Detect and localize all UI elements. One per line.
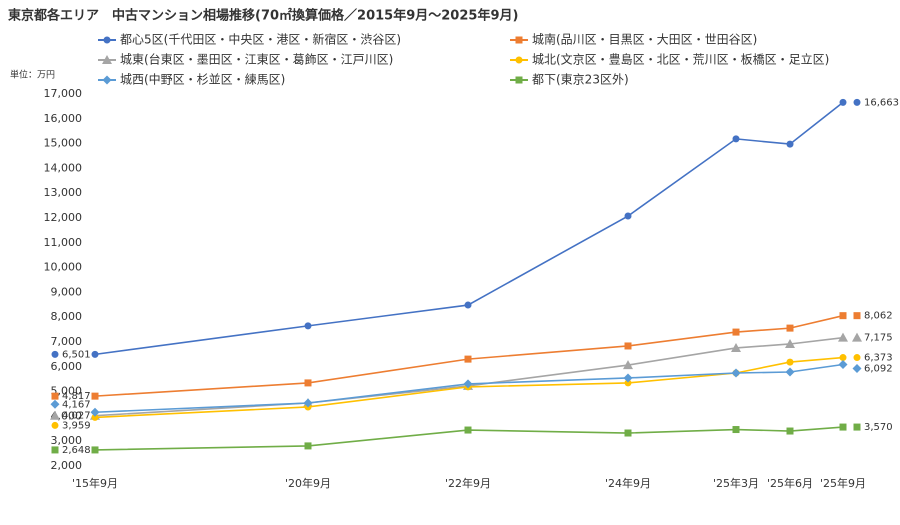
point <box>91 446 99 454</box>
point <box>839 312 847 320</box>
legend-label: 都下(東京23区外) <box>532 73 629 87</box>
point <box>91 350 99 358</box>
point <box>785 367 795 377</box>
point <box>91 392 99 400</box>
x-tick-label: '25年6月 <box>767 476 813 490</box>
x-tick-label: '20年9月 <box>285 476 331 490</box>
value-label: 7,175 <box>864 333 893 344</box>
point <box>786 427 794 435</box>
point <box>785 338 795 348</box>
legend-marker <box>515 56 523 64</box>
label-marker <box>853 312 861 320</box>
y-tick-label: 3,000 <box>51 434 83 447</box>
legend-label: 城西(中野区・杉並区・練馬区) <box>120 72 285 87</box>
point <box>732 426 740 434</box>
point <box>624 342 632 350</box>
value-label: 6,092 <box>864 364 893 375</box>
point <box>786 358 794 366</box>
label-marker <box>852 364 862 374</box>
series-line <box>94 336 844 417</box>
label-marker <box>50 399 60 409</box>
point <box>786 140 794 148</box>
point <box>839 98 847 106</box>
point <box>839 354 847 362</box>
point <box>624 379 632 387</box>
y-tick-label: 11,000 <box>44 236 83 249</box>
legend-label: 城北(文京区・豊島区・北区・荒川区・板橋区・足立区) <box>532 52 829 67</box>
legend-marker <box>515 36 523 44</box>
label-marker <box>853 98 861 106</box>
value-label: 4,167 <box>62 399 91 410</box>
point <box>91 413 99 421</box>
y-tick-label: 14,000 <box>44 161 83 174</box>
value-label: 6,501 <box>62 349 91 360</box>
label-marker <box>853 423 861 431</box>
point <box>623 373 633 383</box>
x-tick-label: '25年9月 <box>820 476 866 490</box>
y-tick-label: 7,000 <box>51 335 83 348</box>
point <box>304 379 312 387</box>
point <box>731 342 741 352</box>
point <box>838 360 848 370</box>
y-tick-label: 9,000 <box>51 285 83 298</box>
point <box>732 328 740 336</box>
value-label: 6,373 <box>864 353 893 364</box>
label-marker <box>51 350 59 358</box>
value-label: 3,959 <box>62 420 91 431</box>
label-marker <box>51 446 59 454</box>
legend-label: 城南(品川区・目黒区・大田区・世田谷区) <box>532 32 757 47</box>
value-label: 2,648 <box>62 445 91 456</box>
label-marker <box>852 332 862 342</box>
y-tick-label: 2,000 <box>51 459 83 472</box>
legend-label: 城東(台東区・墨田区・江東区・葛飾区・江戸川区) <box>120 52 393 67</box>
y-tick-label: 10,000 <box>44 261 83 274</box>
legend-label: 都心5区(千代田区・中央区・港区・新宿区・渋谷区) <box>120 32 401 47</box>
point <box>838 332 848 342</box>
legend-marker <box>102 55 112 64</box>
y-tick-label: 17,000 <box>44 87 83 100</box>
x-tick-label: '25年3月 <box>713 476 759 490</box>
point <box>463 379 473 389</box>
y-tick-label: 8,000 <box>51 310 83 323</box>
value-label: 4,027 <box>62 411 91 422</box>
legend-marker <box>103 36 111 44</box>
point <box>464 355 472 363</box>
point <box>732 135 740 143</box>
label-marker <box>51 421 59 429</box>
point <box>786 324 794 332</box>
x-tick-label: '24年9月 <box>605 476 651 490</box>
chart-title: 東京都各エリア 中古マンション相場推移(70㎡換算価格／2015年9月～2025… <box>8 8 518 24</box>
point <box>303 398 313 408</box>
label-marker <box>51 392 59 400</box>
y-tick-label: 12,000 <box>44 211 83 224</box>
point <box>304 322 312 330</box>
value-label: 3,570 <box>864 422 893 433</box>
x-tick-label: '22年9月 <box>445 476 491 490</box>
y-unit-label: 単位：万円 <box>10 69 55 81</box>
point <box>90 407 100 417</box>
x-tick-label: '15年9月 <box>72 476 118 490</box>
point <box>839 423 847 431</box>
y-tick-label: 6,000 <box>51 360 83 373</box>
value-label: 8,062 <box>864 311 893 322</box>
legend-marker <box>102 75 112 85</box>
point <box>731 368 741 378</box>
value-label: 4,817 <box>62 391 91 402</box>
y-tick-label: 16,000 <box>44 112 83 125</box>
point <box>304 442 312 450</box>
point <box>623 360 633 370</box>
point <box>624 429 632 437</box>
value-label: 16,663 <box>864 97 899 108</box>
point <box>464 301 472 309</box>
label-marker <box>853 354 861 362</box>
series-line <box>94 101 844 356</box>
y-tick-label: 13,000 <box>44 186 83 199</box>
point <box>624 212 632 220</box>
y-tick-label: 15,000 <box>44 137 83 150</box>
legend-marker <box>515 76 523 84</box>
label-marker <box>50 410 60 420</box>
point <box>464 426 472 434</box>
